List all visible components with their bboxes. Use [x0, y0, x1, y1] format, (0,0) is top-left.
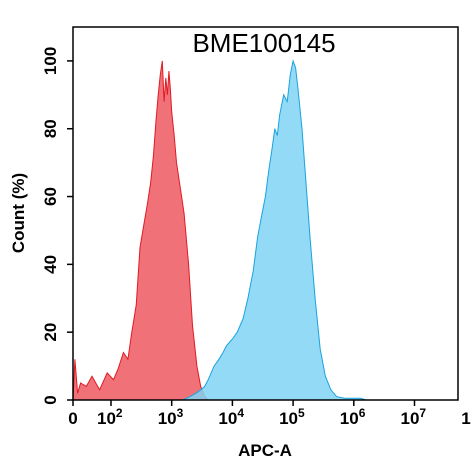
y-tick-label: 60 [41, 187, 60, 206]
x-axis-ticks: 0 102 103 104 105 106 107 108 [68, 400, 471, 428]
plot-frame [72, 26, 459, 401]
series-2-area [182, 59, 367, 401]
x-tick-label: 0 [68, 409, 77, 428]
plot-area: 0 102 103 104 105 106 107 108 0 20 40 60 80 100 [41, 26, 471, 428]
chart-title: BME100145 [192, 28, 335, 58]
series-layer [72, 59, 367, 401]
x-tick-label: 106 [340, 406, 366, 428]
y-axis-ticks: 0 20 40 60 80 100 [41, 47, 73, 405]
y-axis-label: Count (%) [9, 173, 28, 253]
y-tick-label: 20 [41, 323, 60, 342]
y-tick-label: 40 [41, 255, 60, 274]
y-tick-label: 0 [41, 395, 60, 404]
x-tick-label: 103 [158, 406, 184, 428]
x-tick-label: 107 [401, 406, 427, 428]
x-tick-label: 105 [279, 406, 305, 428]
series-1-area [72, 60, 210, 401]
x-axis-label: APC-A [238, 441, 292, 460]
y-tick-label: 80 [41, 119, 60, 138]
y-tick-label: 100 [41, 47, 60, 75]
x-tick-label: 102 [97, 406, 123, 428]
x-tick-label: 108 [461, 406, 471, 428]
x-tick-label: 104 [218, 406, 244, 428]
